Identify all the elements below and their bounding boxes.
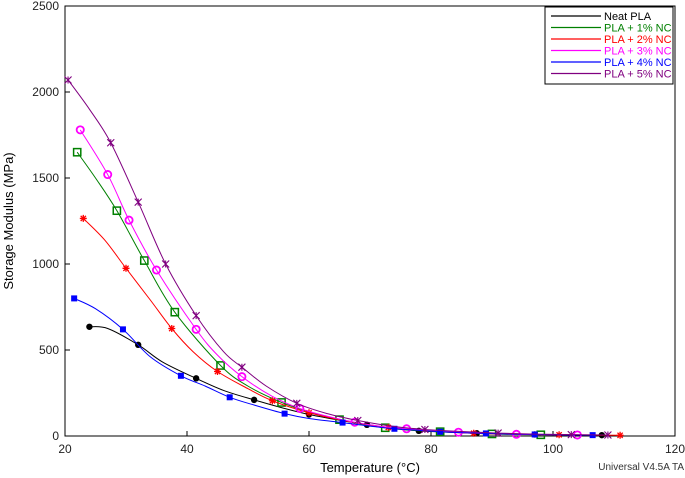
data-point-marker — [112, 206, 122, 216]
data-point-marker — [79, 214, 87, 222]
data-point-marker — [72, 147, 82, 157]
y-tick-label: 1500 — [32, 171, 59, 185]
data-point-marker — [604, 431, 612, 439]
data-point-marker — [119, 326, 126, 333]
data-point-marker — [64, 76, 72, 84]
series-6 — [64, 76, 612, 439]
data-point-marker — [494, 429, 502, 437]
data-point-marker — [402, 424, 412, 434]
data-point-marker — [134, 198, 143, 206]
data-point-marker — [421, 425, 429, 434]
legend-label: PLA + 1% NC — [604, 23, 672, 35]
data-point-marker — [292, 399, 301, 408]
y-axis-title: Storage Modulus (MPa) — [1, 152, 16, 289]
data-point-marker — [124, 215, 134, 225]
data-point-marker — [151, 265, 161, 275]
legend-item: PLA + 1% NC — [551, 23, 672, 35]
data-point-marker — [353, 416, 362, 425]
x-axis-title: Temperature (°C) — [320, 460, 420, 475]
data-point-marker — [161, 260, 170, 268]
data-point-marker — [391, 425, 398, 432]
data-point-marker — [616, 431, 624, 439]
x-tick-label: 60 — [302, 442, 316, 456]
x-tick-label: 120 — [665, 442, 685, 456]
data-point-marker — [567, 430, 576, 439]
y-tick-label: 2000 — [32, 85, 59, 99]
data-point-marker — [192, 375, 200, 382]
data-point-marker — [191, 324, 201, 334]
data-point-marker — [75, 125, 85, 135]
data-point-marker — [237, 372, 247, 382]
data-point-marker — [139, 256, 149, 265]
data-point-marker — [214, 368, 221, 375]
legend-item: PLA + 5% NC — [551, 69, 672, 81]
data-point-marker — [103, 170, 113, 180]
data-point-marker — [250, 396, 258, 404]
legend-label: PLA + 4% NC — [604, 57, 672, 69]
data-point-marker — [216, 361, 225, 370]
x-tick-label: 80 — [424, 442, 438, 456]
data-point-marker — [71, 295, 78, 302]
y-tick-label: 2500 — [32, 0, 59, 13]
legend-item: Neat PLA — [551, 11, 652, 23]
legend-label: PLA + 3% NC — [604, 46, 672, 58]
data-point-marker — [339, 419, 346, 426]
series-layer — [64, 76, 624, 440]
y-tick-label: 1000 — [32, 257, 59, 271]
legend-item: PLA + 3% NC — [551, 46, 672, 58]
legend-item: PLA + 4% NC — [551, 57, 672, 69]
data-point-marker — [350, 417, 360, 427]
data-point-marker — [226, 394, 233, 401]
y-tick-label: 500 — [39, 343, 59, 357]
data-point-marker — [170, 307, 180, 317]
data-point-marker — [437, 428, 444, 435]
data-point-marker — [305, 409, 313, 417]
data-point-marker — [86, 323, 93, 330]
data-point-marker — [268, 397, 276, 405]
legend-label: Neat PLA — [604, 11, 652, 23]
x-tick-label: 40 — [180, 442, 194, 456]
data-point-marker — [281, 410, 288, 417]
data-point-marker — [482, 430, 489, 437]
legend-box — [544, 6, 674, 85]
plot-frame — [64, 5, 676, 437]
legend-label: PLA + 2% NC — [604, 34, 672, 46]
axis-ticks: 20 40 60 80 100 120 0 500 1000 1500 2000 2500 — [32, 0, 685, 456]
data-point-marker — [238, 363, 246, 372]
data-point-marker — [168, 325, 176, 332]
x-tick-label: 20 — [58, 442, 72, 456]
legend-label: PLA + 5% NC — [604, 69, 672, 81]
data-point-marker — [177, 372, 184, 379]
software-version-label: Universal V4.5A TA — [598, 462, 684, 473]
data-point-marker — [192, 311, 201, 320]
data-point-marker — [106, 138, 115, 147]
y-tick-label: 0 — [52, 429, 59, 443]
x-tick-label: 100 — [543, 442, 563, 456]
legend-item: PLA + 2% NC — [551, 34, 672, 46]
data-point-marker — [122, 264, 130, 272]
